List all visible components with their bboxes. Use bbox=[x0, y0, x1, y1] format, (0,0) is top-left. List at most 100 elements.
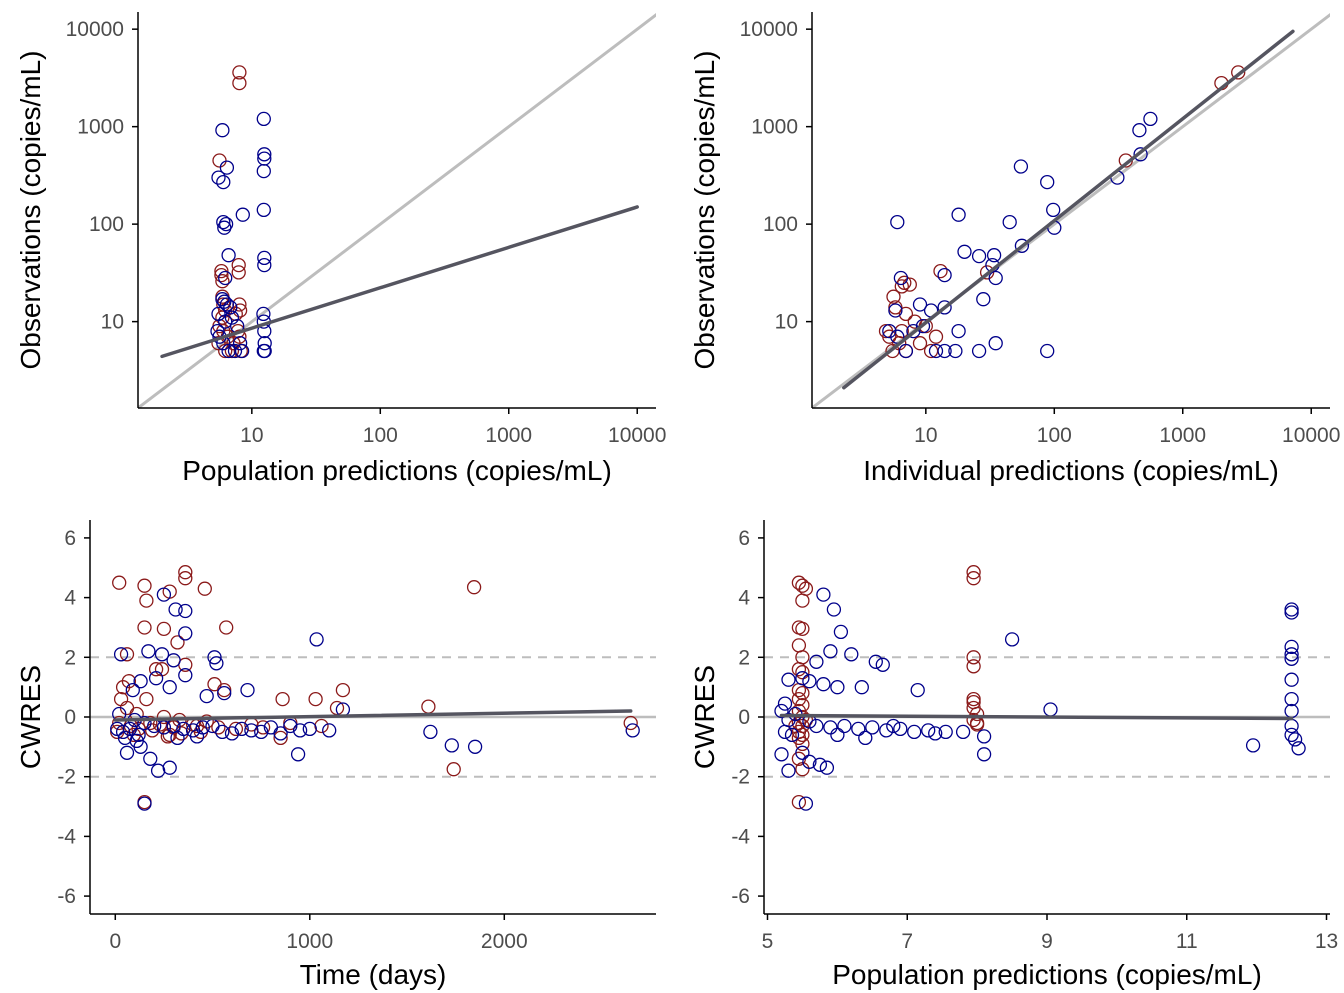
data-point bbox=[1040, 174, 1055, 190]
y-tick-label: 1000 bbox=[77, 116, 124, 139]
data-point bbox=[148, 662, 164, 677]
data-point bbox=[854, 680, 869, 695]
data-point bbox=[256, 111, 271, 127]
data-point bbox=[893, 270, 909, 286]
y-tick-label: 0 bbox=[64, 706, 76, 729]
data-point bbox=[143, 751, 158, 766]
data-point bbox=[937, 343, 952, 359]
data-point bbox=[795, 671, 810, 686]
data-point bbox=[1133, 147, 1148, 162]
data-point bbox=[795, 727, 810, 743]
data-point bbox=[897, 275, 912, 290]
data-point bbox=[273, 730, 288, 746]
data-point bbox=[178, 565, 193, 580]
data-point bbox=[322, 723, 337, 738]
y-tick-label: 0 bbox=[738, 706, 750, 729]
data-point bbox=[888, 300, 903, 315]
data-point bbox=[1002, 214, 1017, 230]
data-point bbox=[826, 602, 842, 617]
data-point bbox=[125, 682, 140, 698]
data-point bbox=[795, 736, 810, 752]
data-point bbox=[823, 720, 838, 735]
y-tick-label: 4 bbox=[738, 587, 750, 610]
x-tick-label: 1000 bbox=[1159, 424, 1206, 447]
data-point bbox=[837, 718, 852, 734]
data-point bbox=[1284, 672, 1299, 687]
data-point bbox=[1004, 632, 1020, 647]
data-point bbox=[156, 709, 172, 725]
data-point bbox=[865, 720, 880, 735]
data-point bbox=[823, 644, 838, 659]
data-point bbox=[988, 336, 1003, 351]
data-point bbox=[795, 665, 810, 680]
x-tick-label: 2000 bbox=[481, 930, 528, 953]
data-point bbox=[774, 703, 789, 719]
data-point bbox=[1043, 702, 1058, 717]
data-point bbox=[898, 306, 914, 322]
data-point bbox=[878, 323, 894, 339]
identity-line bbox=[812, 13, 1330, 408]
data-point bbox=[444, 738, 459, 753]
data-point bbox=[971, 248, 987, 264]
data-point bbox=[254, 724, 269, 740]
data-point bbox=[928, 726, 943, 741]
data-point bbox=[224, 726, 240, 741]
data-point bbox=[774, 747, 789, 762]
data-point bbox=[423, 724, 438, 740]
data-point bbox=[224, 343, 240, 359]
y-tick-label: -2 bbox=[731, 766, 750, 789]
data-point bbox=[1245, 738, 1261, 753]
data-point bbox=[937, 267, 952, 283]
data-point bbox=[211, 720, 226, 735]
data-point bbox=[966, 659, 981, 674]
data-point bbox=[879, 723, 894, 738]
data-point bbox=[1284, 703, 1299, 719]
data-point bbox=[131, 727, 146, 743]
panel-1: 10 100 1000 10000 10 100 1000 10000 Population p… bbox=[15, 12, 666, 486]
data-point bbox=[211, 170, 226, 185]
data-point bbox=[148, 671, 164, 686]
x-tick-label: 10 bbox=[240, 424, 263, 447]
data-point bbox=[292, 723, 308, 738]
x-axis-label: Time (days) bbox=[300, 959, 447, 990]
data-point bbox=[189, 729, 205, 744]
data-point bbox=[232, 336, 248, 351]
data-point bbox=[791, 794, 807, 810]
y-tick-label: 2 bbox=[64, 646, 76, 669]
data-point bbox=[156, 621, 172, 637]
data-point bbox=[976, 292, 991, 307]
x-tick-label: 9 bbox=[1041, 930, 1053, 953]
data-point bbox=[819, 760, 835, 775]
data-point bbox=[795, 578, 810, 593]
data-point bbox=[809, 654, 824, 669]
data-point bbox=[178, 668, 193, 683]
data-point bbox=[156, 720, 172, 735]
data-point bbox=[966, 650, 981, 665]
data-point bbox=[802, 754, 817, 769]
data-point bbox=[227, 343, 243, 359]
x-tick-label: 100 bbox=[1037, 424, 1072, 447]
data-point bbox=[215, 310, 230, 325]
data-point bbox=[302, 721, 317, 737]
data-point bbox=[257, 147, 272, 162]
data-point bbox=[830, 727, 845, 743]
data-point bbox=[218, 343, 233, 359]
data-point bbox=[886, 289, 901, 304]
data-point bbox=[235, 207, 250, 222]
data-point bbox=[256, 202, 271, 218]
data-point bbox=[830, 680, 845, 695]
data-point bbox=[112, 575, 127, 590]
y-tick-label: 6 bbox=[64, 527, 76, 550]
data-point bbox=[986, 248, 1002, 263]
data-point bbox=[162, 680, 177, 695]
x-tick-label: 100 bbox=[363, 424, 398, 447]
y-tick-label: -4 bbox=[57, 825, 76, 848]
data-point bbox=[119, 647, 135, 662]
data-point bbox=[219, 297, 235, 312]
data-point bbox=[928, 343, 944, 359]
data-point bbox=[234, 721, 249, 737]
data-point bbox=[1013, 159, 1029, 174]
data-point bbox=[257, 336, 272, 351]
data-point bbox=[139, 593, 154, 608]
